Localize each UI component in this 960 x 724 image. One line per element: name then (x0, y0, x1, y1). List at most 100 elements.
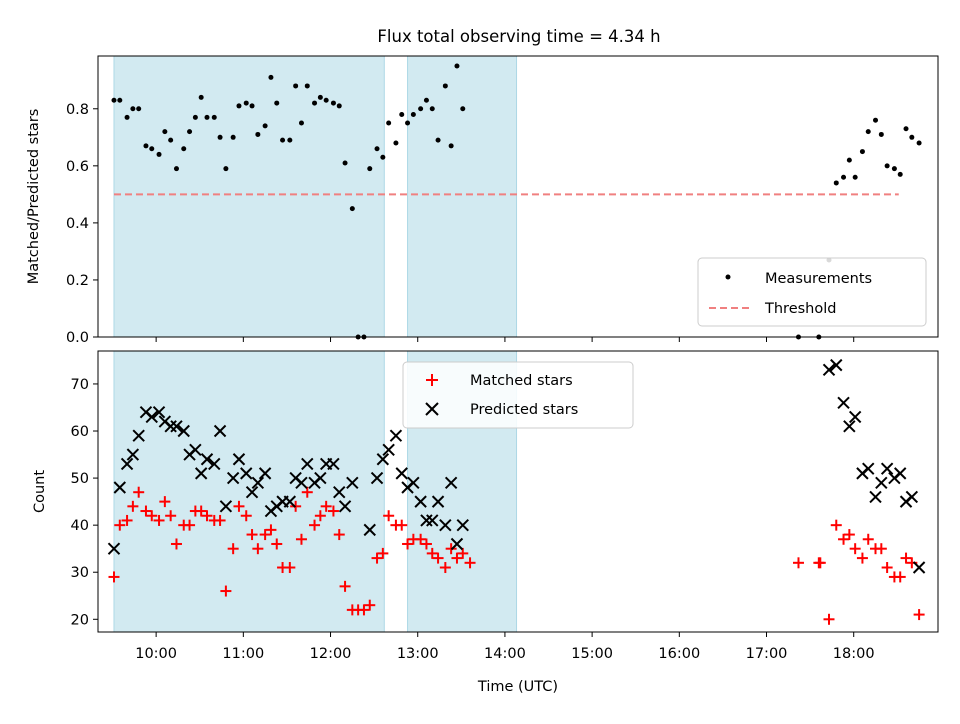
measurement-point (211, 114, 217, 120)
predicted-star-point (414, 495, 427, 508)
matched-star-point (301, 486, 313, 498)
measurement-point (298, 120, 304, 126)
predicted-marker-b (414, 495, 427, 508)
predicted-star-point (177, 424, 190, 438)
matched-star-point (284, 562, 296, 574)
predicted-marker-b (894, 467, 907, 480)
measurement-point (442, 83, 448, 89)
measurement-point (230, 134, 236, 140)
measurement-point (841, 174, 847, 180)
measurement-point (323, 97, 329, 103)
matched-star-point (309, 519, 321, 531)
matched-star-point (153, 514, 165, 526)
predicted-marker-b (439, 518, 452, 532)
legend-matched-label: Matched stars (470, 373, 573, 389)
measurement-point (878, 131, 884, 137)
predicted-marker-b (389, 429, 403, 442)
predicted-marker-b (251, 476, 265, 489)
measurement-point (317, 94, 323, 100)
measurement-point (249, 103, 255, 109)
matched-star-point (146, 510, 158, 522)
predicted-star-point (200, 453, 214, 466)
predicted-marker-b (327, 457, 340, 471)
matched-star-point (240, 510, 252, 522)
measurement-point (833, 180, 839, 186)
measurement-point (342, 160, 348, 166)
matched-star-point (383, 510, 395, 522)
measurement-point (312, 100, 318, 106)
predicted-star-point (869, 490, 882, 504)
predicted-marker-b (363, 523, 376, 537)
matched-star-point (426, 547, 438, 559)
bottom-legend-box (402, 361, 634, 429)
predicted-star-point (848, 410, 862, 424)
predicted-marker-b (875, 476, 888, 489)
matched-star-point (900, 552, 912, 564)
predicted-marker-b (822, 363, 836, 377)
predicted-star-point (219, 500, 233, 513)
measurement-point (423, 97, 429, 103)
predicted-marker-b (843, 420, 856, 433)
predicted-star-point (226, 471, 240, 485)
matched-star-point (371, 552, 383, 564)
top-y-ticks: 0.0 0.2 0.4 0.6 0.8 (66, 102, 98, 346)
predicted-marker-b (346, 476, 359, 489)
predicted-star-point (395, 467, 408, 480)
measurement-point (884, 163, 890, 169)
predicted-marker-b (219, 500, 233, 513)
shaded-interval-2 (407, 55, 518, 338)
predicted-star-point (450, 537, 464, 551)
top-y-tick-label: 0.8 (66, 102, 89, 118)
matched-star-point (451, 552, 463, 564)
matched-star-point (165, 510, 177, 522)
bottom-y-tick-label: 30 (71, 565, 89, 581)
x-tick-label: 11:00 (222, 646, 264, 662)
predicted-star-point (152, 405, 166, 419)
measurement-point (149, 146, 155, 152)
matched-star-point (862, 533, 874, 545)
predicted-marker-b (295, 476, 308, 489)
matched-star-point (252, 543, 264, 555)
bottom-y-tick-label: 40 (71, 518, 89, 534)
predicted-marker-b (370, 471, 384, 485)
predicted-star-point (301, 457, 314, 471)
predicted-marker-b (314, 471, 327, 485)
predicted-marker-b (426, 514, 439, 527)
predicted-marker-b (338, 500, 352, 513)
predicted-star-point (389, 429, 403, 442)
predicted-star-point (132, 429, 145, 442)
x-tick-label: 16:00 (658, 646, 700, 662)
measurement-point (916, 140, 922, 146)
predicted-star-point (145, 410, 158, 424)
predicted-marker-b (213, 424, 227, 438)
matched-star-point (881, 562, 893, 574)
measurement-point (418, 106, 424, 112)
matched-star-point (140, 505, 152, 517)
measurement-point (192, 114, 198, 120)
legend-predicted-marker (425, 402, 439, 416)
top-y-axis-label: Matched/Predicted stars (26, 109, 42, 285)
measurement-point (181, 146, 187, 152)
legend-matched-marker (426, 374, 438, 386)
predicted-star-point (107, 542, 121, 555)
measurement-point (243, 100, 249, 106)
predicted-marker-b (444, 476, 458, 489)
bottom-panel: 20 30 40 50 60 70 10:00 11:00 12:00 13:00 14:00 15… (32, 350, 939, 695)
predicted-star-point (258, 467, 272, 480)
predicted-marker-b (407, 476, 420, 489)
predicted-marker-b (132, 429, 145, 442)
measurement-point (274, 100, 280, 106)
matched-star-point (108, 571, 120, 583)
matched-star-point (838, 533, 850, 545)
matched-star-point (233, 500, 245, 512)
x-tick-label: 12:00 (310, 646, 352, 662)
matched-star-point (295, 533, 307, 545)
x-tick-label: 17:00 (746, 646, 788, 662)
predicted-marker-b (912, 561, 926, 574)
predicted-marker-b (905, 490, 919, 504)
predicted-star-point (363, 523, 376, 537)
top-legend: Measurements Threshold (697, 257, 927, 327)
predicted-star-point (875, 476, 888, 489)
predicted-marker-b (145, 410, 158, 424)
measurement-point (262, 123, 268, 129)
